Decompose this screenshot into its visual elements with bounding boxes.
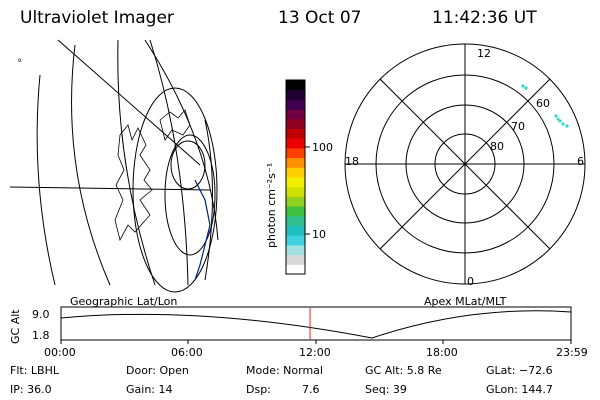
- meridian-line: [71, 44, 111, 286]
- colorbar-segment: [286, 157, 305, 168]
- colorbar-tick-10: 10: [312, 228, 326, 241]
- aurora-points: [521, 84, 569, 128]
- colorbar-segment: [286, 215, 305, 226]
- mlt-6-label: 6: [577, 155, 584, 168]
- gc-alt-ticks: [60, 340, 572, 344]
- mlt-12-label: 12: [477, 47, 491, 60]
- date-label: 13 Oct 07: [278, 8, 362, 28]
- mlat-80-label: 80: [490, 140, 504, 153]
- colorbar-segment: [286, 118, 305, 129]
- meridian-line: [117, 39, 156, 286]
- geographic-map: [9, 39, 219, 293]
- colorbar-segment: [286, 206, 305, 217]
- colorbar-tick-100: 100: [312, 141, 333, 154]
- x-tick-2359: 23:59: [556, 346, 588, 359]
- meridian-line: [144, 39, 219, 241]
- latitude-ring: [132, 87, 218, 293]
- gc-alt-trace: [60, 310, 572, 339]
- time-label: 11:42:36 UT: [432, 8, 537, 28]
- colorbar-segment: [286, 99, 305, 110]
- dsp-value: 7.6: [302, 383, 320, 396]
- coastline-antarctica: [114, 124, 153, 242]
- glon-value: GLon: 144.7: [486, 383, 553, 396]
- gain-value: Gain: 14: [126, 383, 173, 396]
- colorbar-segment: [286, 109, 305, 120]
- mlat-70-label: 70: [511, 120, 525, 133]
- x-tick-1200: 12:00: [299, 346, 331, 359]
- colorbar-segment: [286, 254, 305, 265]
- latitude-ring: [170, 140, 206, 190]
- colorbar-segment: [286, 177, 305, 188]
- polar-diagonal: [379, 78, 551, 250]
- orientation-icon: ﾟ: [18, 59, 25, 74]
- colorbar-segment: [286, 225, 305, 236]
- mlt-0-label: 0: [467, 275, 474, 288]
- app-title: Ultraviolet Imager: [20, 8, 174, 28]
- apex-label: Apex MLat/MLT: [424, 295, 507, 308]
- colorbar-segment: [286, 244, 305, 256]
- mode-value: Mode: Normal: [246, 364, 323, 377]
- colorbar-segment: [286, 138, 305, 149]
- colorbar: [286, 80, 305, 275]
- colorbar-segment: [286, 147, 305, 159]
- polar-plot: [344, 43, 586, 285]
- x-tick-0600: 06:00: [171, 346, 203, 359]
- gc-alt-ylabel: GC Alt: [9, 309, 22, 344]
- meridian-line: [149, 39, 189, 286]
- colorbar-segment: [286, 128, 305, 139]
- gc-alt-value: GC Alt: 5.8 Re: [365, 364, 442, 377]
- latitude-line: [9, 186, 211, 191]
- meridian-line: [36, 74, 56, 286]
- gc-alt-ymin: 1.8: [32, 329, 50, 342]
- geographic-label: Geographic Lat/Lon: [70, 295, 178, 308]
- colorbar-segment: [286, 80, 305, 91]
- glat-value: GLat: −72.6: [486, 364, 553, 377]
- colorbar-segment: [286, 167, 305, 178]
- terminator-line: [204, 119, 213, 281]
- colorbar-segment: [286, 89, 305, 100]
- colorbar-segment: [286, 186, 305, 197]
- latitude-ring: [164, 134, 216, 256]
- colorbar-frame: [285, 79, 306, 275]
- ip-value: IP: 36.0: [10, 383, 52, 396]
- colorbar-segment: [286, 196, 305, 207]
- x-tick-0000: 00:00: [44, 346, 76, 359]
- colorbar-unit-label: photon cm⁻²s⁻¹: [265, 162, 278, 248]
- x-tick-1800: 18:00: [426, 346, 458, 359]
- mlt-18-label: 18: [345, 155, 359, 168]
- gc-alt-plot: [60, 306, 572, 344]
- seq-value: Seq: 39: [365, 383, 407, 396]
- meridian-line: [57, 39, 201, 166]
- colorbar-segment: [286, 264, 305, 275]
- gc-alt-ymax: 9.0: [32, 308, 50, 321]
- colorbar-segment: [286, 235, 305, 246]
- door-value: Door: Open: [126, 364, 189, 377]
- dsp-label: Dsp:: [246, 383, 271, 396]
- coastline-island: [159, 109, 191, 141]
- gc-alt-frame: [60, 306, 572, 341]
- mlat-60-label: 60: [536, 97, 550, 110]
- limb-edge: [194, 179, 211, 281]
- filter-value: Flt: LBHL: [10, 364, 59, 377]
